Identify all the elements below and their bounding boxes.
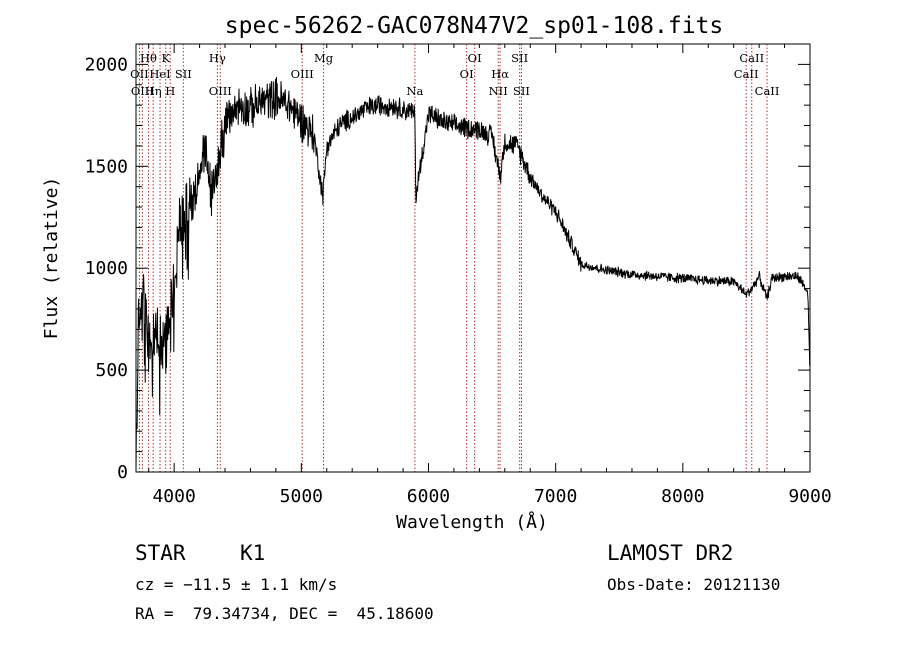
line-marker-label: SII xyxy=(513,84,530,98)
observation-date: Obs-Date: 20121130 xyxy=(607,575,780,594)
line-marker-label: SII xyxy=(511,51,528,65)
y-tick-label: 1000 xyxy=(85,258,128,279)
line-marker-label: OIII xyxy=(209,84,232,98)
line-marker-label: CaII xyxy=(734,67,759,81)
spectrum-series-line xyxy=(135,76,811,473)
line-marker-label: Na xyxy=(406,84,423,98)
plot-frame xyxy=(135,43,811,473)
line-marker-label: OI xyxy=(468,51,482,65)
coordinates: RA = 79.34734, DEC = 45.18600 xyxy=(135,604,434,623)
x-tick-label: 9000 xyxy=(788,486,831,507)
x-axis-label: Wavelength (Å) xyxy=(396,511,548,533)
line-marker-label: Hθ xyxy=(140,51,157,65)
x-axis: 4000 5000 6000 7000 8000 9000 xyxy=(148,44,832,507)
line-marker-label: NII xyxy=(489,84,508,98)
object-subclass: K1 xyxy=(240,541,265,565)
x-tick-label: 8000 xyxy=(661,486,704,507)
x-tick-label: 7000 xyxy=(534,486,577,507)
survey-name: LAMOST DR2 xyxy=(607,541,733,565)
line-marker-label: OII xyxy=(130,67,149,81)
y-tick-label: 2000 xyxy=(85,54,128,75)
line-marker-label: Hα xyxy=(491,67,509,81)
y-tick-label: 1500 xyxy=(85,156,128,177)
line-marker-label: OI xyxy=(460,67,474,81)
x-tick-label: 6000 xyxy=(407,486,450,507)
spectral-line-markers xyxy=(138,44,768,472)
line-marker-label: CaII xyxy=(739,51,764,65)
y-axis: 0 500 1000 1500 2000 xyxy=(85,54,810,483)
line-marker-label: Hγ xyxy=(209,51,226,65)
line-marker-label: SII xyxy=(175,67,192,81)
line-marker-label: CaII xyxy=(755,84,780,98)
line-marker-label: HeI xyxy=(149,67,170,81)
y-tick-label: 500 xyxy=(95,360,128,381)
line-marker-label: K xyxy=(161,51,170,65)
line-marker-label: Hη xyxy=(145,84,162,98)
x-tick-label: 4000 xyxy=(152,486,195,507)
object-class: STAR xyxy=(135,541,186,565)
line-marker-label: H xyxy=(165,84,175,98)
line-marker-label: OIII xyxy=(291,67,314,81)
line-marker-label: Mg xyxy=(314,51,334,65)
x-tick-label: 5000 xyxy=(280,486,323,507)
chart-title: spec-56262-GAC078N47V2_sp01-108.fits xyxy=(225,13,724,39)
y-axis-label: Flux (relative) xyxy=(41,177,62,340)
line-marker-label: OIII xyxy=(131,84,154,98)
y-tick-label: 0 xyxy=(117,462,128,483)
redshift-value: cz = −11.5 ± 1.1 km/s xyxy=(135,575,337,594)
